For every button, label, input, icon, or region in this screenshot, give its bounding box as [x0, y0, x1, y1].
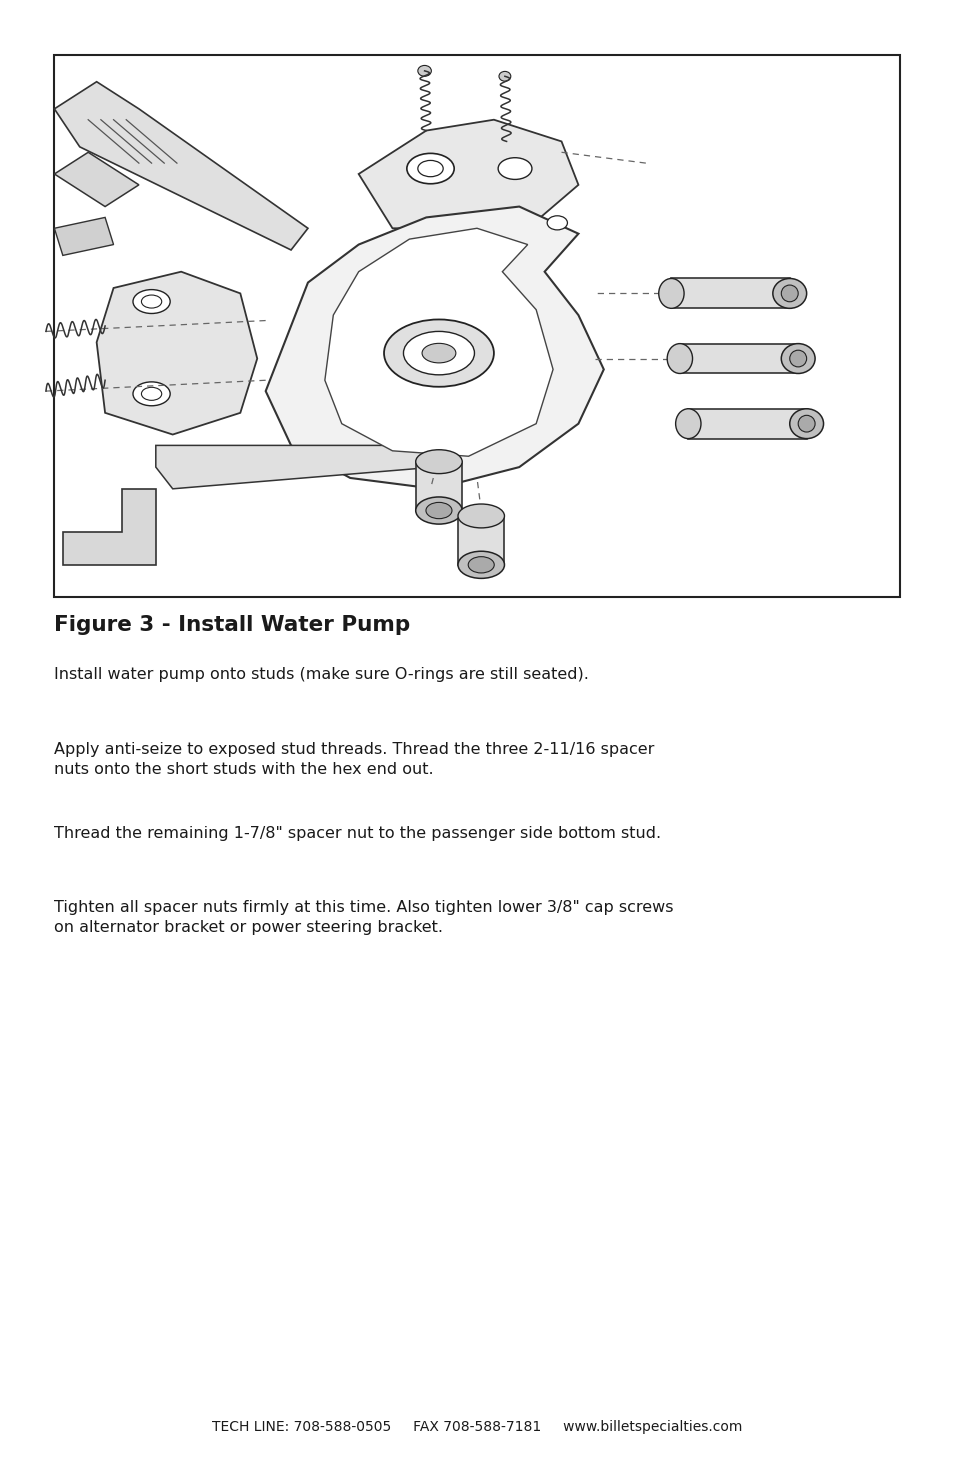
Ellipse shape [658, 279, 683, 308]
Text: TECH LINE: 708-588-0505     FAX 708-588-7181     www.billetspecialties.com: TECH LINE: 708-588-0505 FAX 708-588-7181… [212, 1420, 741, 1434]
Polygon shape [265, 207, 603, 488]
Ellipse shape [547, 215, 567, 230]
Ellipse shape [457, 552, 504, 578]
Polygon shape [54, 152, 139, 206]
Ellipse shape [417, 65, 431, 77]
Ellipse shape [457, 504, 504, 528]
Polygon shape [325, 229, 553, 456]
Bar [687, 409, 806, 438]
Bar [457, 516, 504, 565]
Ellipse shape [141, 388, 162, 400]
Polygon shape [54, 217, 113, 255]
Text: Apply anti-seize to exposed stud threads. Thread the three 2-11/16 spacer
nuts o: Apply anti-seize to exposed stud threads… [54, 742, 654, 777]
Ellipse shape [416, 450, 461, 473]
Bar [679, 344, 798, 373]
Ellipse shape [416, 497, 461, 524]
Ellipse shape [468, 556, 494, 572]
Ellipse shape [417, 161, 443, 177]
Ellipse shape [421, 344, 456, 363]
Text: Tighten all spacer nuts firmly at this time. Also tighten lower 3/8" cap screws
: Tighten all spacer nuts firmly at this t… [54, 900, 673, 935]
Bar [416, 462, 461, 510]
Ellipse shape [789, 409, 822, 438]
Ellipse shape [403, 332, 474, 375]
Ellipse shape [132, 289, 170, 314]
Bar [671, 279, 789, 308]
Ellipse shape [675, 409, 700, 438]
Ellipse shape [498, 71, 510, 81]
Text: Thread the remaining 1-7/8" spacer nut to the passenger side bottom stud.: Thread the remaining 1-7/8" spacer nut t… [54, 826, 660, 841]
Ellipse shape [772, 279, 806, 308]
Ellipse shape [132, 382, 170, 406]
Ellipse shape [425, 503, 452, 519]
Ellipse shape [781, 344, 814, 373]
Ellipse shape [798, 416, 814, 432]
Ellipse shape [781, 285, 798, 302]
Text: Figure 3 - Install Water Pump: Figure 3 - Install Water Pump [54, 615, 410, 636]
Ellipse shape [384, 320, 494, 386]
Polygon shape [63, 488, 155, 565]
Ellipse shape [141, 295, 162, 308]
Ellipse shape [789, 350, 806, 367]
Ellipse shape [406, 153, 454, 184]
Text: Install water pump onto studs (make sure O-rings are still seated).: Install water pump onto studs (make sure… [54, 667, 589, 681]
Polygon shape [358, 119, 578, 229]
Polygon shape [155, 445, 435, 488]
Ellipse shape [666, 344, 692, 373]
Polygon shape [54, 81, 308, 249]
Ellipse shape [497, 158, 532, 180]
Bar [54, 55, 899, 597]
Polygon shape [96, 271, 257, 435]
